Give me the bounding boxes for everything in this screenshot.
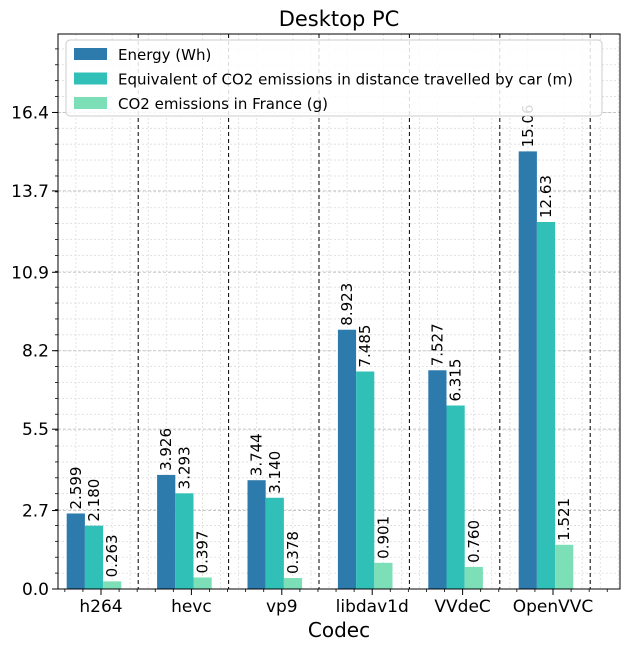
bar [337,329,357,589]
legend-label: Equivalent of CO2 emissions in distance … [118,71,573,89]
bar [536,222,556,589]
x-tick-label: libdav1d [336,597,409,617]
bar-value-label: 0.397 [194,531,212,574]
bar [374,562,393,589]
y-tick-label: 5.5 [22,420,49,440]
bar [518,151,537,589]
y-tick-label: 0.0 [22,580,49,600]
bar-value-label: 6.315 [447,359,465,402]
bar-value-label: 2.599 [67,467,85,510]
legend-swatch [74,72,107,85]
y-tick-label: 2.7 [22,502,49,522]
bar-value-label: 8.923 [338,283,356,326]
bar [175,493,194,589]
bar [265,497,284,589]
x-tick-label: VVdeC [434,597,490,617]
bar-value-label: 3.293 [175,446,193,489]
bar-value-label: 0.760 [465,520,483,563]
bar [356,371,375,589]
bar [157,474,176,589]
bar-value-label: 0.378 [284,531,302,574]
bar [555,544,574,589]
legend-box [65,39,603,117]
bar-value-label: 3.140 [266,451,284,494]
bar [283,578,303,589]
x-tick-label: h264 [79,597,122,617]
y-tick-label: 10.9 [11,263,49,283]
x-tick-label: hevc [171,597,212,617]
bar-value-label: 2.180 [85,479,103,522]
bar [247,480,266,589]
y-tick-label: 13.7 [11,182,49,202]
y-tick-label: 16.4 [11,103,49,123]
bar-value-label: 12.63 [537,175,555,218]
legend-label: Energy (Wh) [118,46,211,64]
y-tick-label: 8.2 [22,342,49,362]
bar [446,405,465,589]
x-axis-label: Codec [308,618,370,642]
bar [193,577,212,589]
x-tick-label: OpenVVC [513,597,594,617]
chart-title: Desktop PC [279,7,400,31]
bar [464,566,483,589]
x-tick-label: vp9 [266,597,298,617]
bar [66,513,85,589]
bar-value-label: 1.521 [555,498,573,541]
bar [103,581,122,589]
bar-value-label: 7.485 [356,325,374,368]
bar-value-label: 7.527 [428,323,446,366]
legend-swatch [74,97,107,109]
bar-value-label: 0.901 [374,516,392,559]
bar-value-label: 3.926 [157,428,175,471]
bar [428,370,447,589]
bar [84,525,104,589]
bar-value-label: 3.744 [248,433,266,476]
plot-frame [57,33,621,590]
legend-label: CO2 emissions in France (g) [118,95,328,113]
legend-swatch [74,48,107,60]
bar-value-label: 0.263 [103,534,121,577]
